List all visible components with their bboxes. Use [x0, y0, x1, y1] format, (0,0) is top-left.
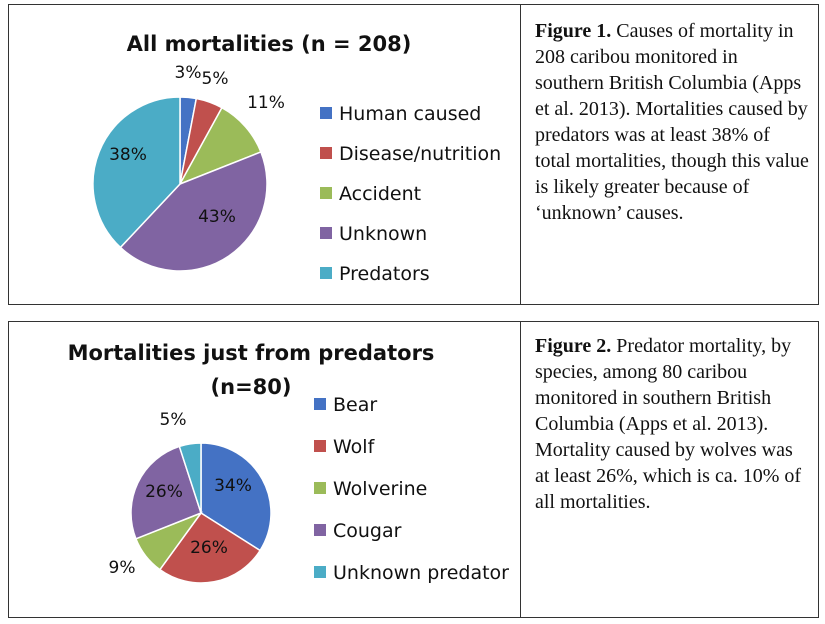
figure-1-caption: Figure 1. Causes of mortality in 208 car…: [535, 18, 810, 226]
data-label-wolverine: 9%: [109, 558, 136, 578]
chart-2-pie: 34% 26% 9% 26% 5% Bear Wolf Wolverine Cougar Unkn…: [109, 394, 510, 584]
legend-swatch: [320, 147, 332, 159]
legend-label-predators: Predators: [339, 263, 430, 285]
figure-2-text: Predator mortality, by species, among 80…: [535, 335, 802, 513]
legend-label-unknown: Unknown: [339, 223, 427, 245]
data-label-disease-nutrition: 5%: [202, 69, 229, 89]
caption-2-cell: Figure 2. Predator mortality, by species…: [521, 322, 818, 617]
legend-label-human-caused: Human caused: [339, 103, 481, 125]
pie-slice-wolf: [158, 511, 262, 584]
figure-1-text: Causes of mortality in 208 caribou monit…: [535, 20, 809, 224]
figure-1-panel: All mortalities (n = 208) 3% 5% 11% 43% 38% H…: [8, 4, 819, 305]
data-label-wolf: 26%: [190, 538, 228, 558]
data-label-predators: 38%: [109, 145, 147, 165]
chart-1-title: All mortalities (n = 208): [126, 32, 412, 56]
pie-slice-cougar: [130, 445, 202, 540]
pie-slice-unknown-predator: [178, 442, 202, 514]
legend-swatch: [314, 482, 326, 494]
chart-1-pie: 3% 5% 11% 43% 38% Human caused Disease/nutriti…: [92, 63, 501, 285]
figure-1-label: Figure 1.: [535, 20, 612, 42]
legend-swatch: [314, 524, 326, 536]
pie-slice-predators: [92, 96, 181, 249]
legend-swatch: [320, 107, 332, 119]
legend-label-disease-nutrition: Disease/nutrition: [339, 143, 501, 165]
legend-label-wolverine: Wolverine: [333, 478, 427, 500]
legend-swatch: [320, 187, 332, 199]
legend-label-accident: Accident: [339, 183, 421, 205]
data-label-human-caused: 3%: [175, 63, 202, 83]
chart-2-title-line2: (n=80): [210, 375, 292, 399]
legend-label-wolf: Wolf: [333, 436, 376, 458]
data-label-unknown: 43%: [198, 207, 236, 227]
data-label-bear: 34%: [214, 476, 252, 496]
data-label-cougar: 26%: [145, 482, 183, 502]
caption-1-cell: Figure 1. Causes of mortality in 208 car…: [521, 5, 818, 304]
chart-2-cell: Mortalities just from predators (n=80) 3…: [9, 322, 521, 617]
chart-2-title-line1: Mortalities just from predators: [67, 341, 435, 365]
figure-2-caption: Figure 2. Predator mortality, by species…: [535, 333, 810, 515]
legend-label-unknown-predator: Unknown predator: [333, 562, 509, 584]
data-label-unknown-predator: 5%: [160, 410, 187, 430]
legend-swatch: [320, 267, 332, 279]
legend-swatch: [320, 227, 332, 239]
legend-label-cougar: Cougar: [333, 520, 402, 542]
legend-swatch: [314, 398, 326, 410]
chart-1-cell: All mortalities (n = 208) 3% 5% 11% 43% 38% H…: [9, 5, 521, 304]
legend-swatch: [314, 566, 326, 578]
figure-2-panel: Mortalities just from predators (n=80) 3…: [8, 321, 819, 618]
data-label-accident: 11%: [247, 93, 285, 113]
legend-swatch: [314, 440, 326, 452]
legend-label-bear: Bear: [333, 394, 377, 416]
figure-2-label: Figure 2.: [535, 335, 612, 357]
pie-slice-unknown: [119, 150, 268, 272]
